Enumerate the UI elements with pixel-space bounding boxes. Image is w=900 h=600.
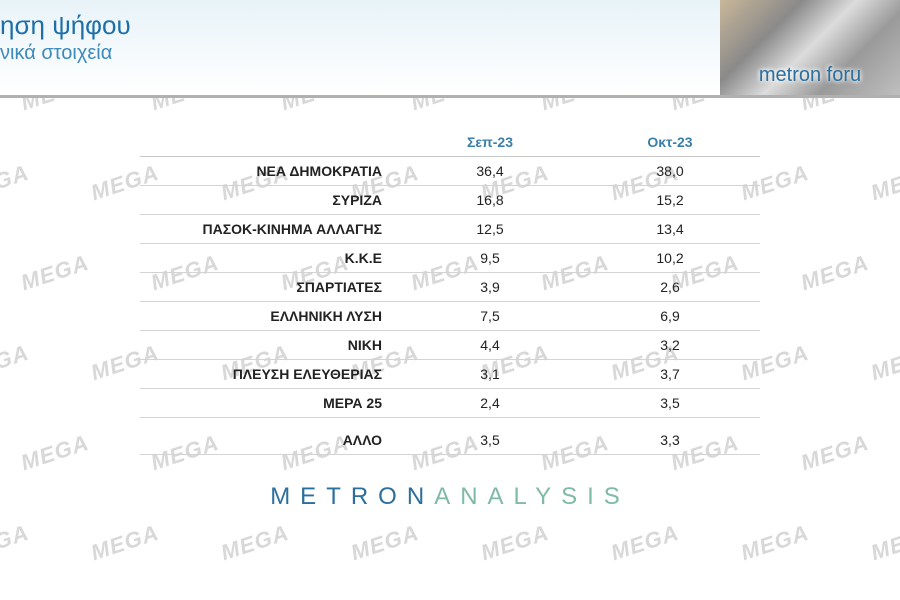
watermark-text: MEGA — [798, 250, 873, 296]
value-sep23: 2,4 — [400, 389, 580, 418]
value-sep23: 3,1 — [400, 360, 580, 389]
value-sep23: 3,5 — [400, 426, 580, 455]
table-row: ΕΛΛΗΝΙΚΗ ΛΥΣΗ7,56,9 — [140, 302, 760, 331]
table-row: Κ.Κ.Ε9,510,2 — [140, 244, 760, 273]
value-sep23: 3,9 — [400, 273, 580, 302]
value-sep23: 36,4 — [400, 157, 580, 186]
table-row: ΣΠΑΡΤΙΑΤΕΣ3,92,6 — [140, 273, 760, 302]
col-header-party — [140, 128, 400, 157]
value-sep23: 16,8 — [400, 186, 580, 215]
footer-brand: METRONANALYSIS — [0, 483, 900, 511]
table-row: ΠΛΕΥΣΗ ΕΛΕΥΘΕΡΙΑΣ3,13,7 — [140, 360, 760, 389]
watermark-text: MEGA — [738, 520, 813, 566]
party-label: ΝΕΑ ΔΗΜΟΚΡΑΤΙΑ — [140, 157, 400, 186]
watermark-text: MEGA — [798, 430, 873, 476]
value-sep23: 9,5 — [400, 244, 580, 273]
party-label: ΕΛΛΗΝΙΚΗ ΛΥΣΗ — [140, 302, 400, 331]
table-row: ΝΕΑ ΔΗΜΟΚΡΑΤΙΑ36,438,0 — [140, 157, 760, 186]
brand-logo-text: metron foru — [759, 64, 861, 87]
col-header-sep23: Σεπ-23 — [400, 128, 580, 157]
table-row: ΣΥΡΙΖΑ16,815,2 — [140, 186, 760, 215]
value-oct23: 6,9 — [580, 302, 760, 331]
value-oct23: 2,6 — [580, 273, 760, 302]
footer-brand-p2: ANALYSIS — [434, 483, 630, 510]
party-label: ΑΛΛΟ — [140, 426, 400, 455]
value-oct23: 15,2 — [580, 186, 760, 215]
watermark-text: MEGA — [0, 160, 32, 206]
party-label: ΠΑΣΟΚ-ΚΙΝΗΜΑ ΑΛΛΑΓΗΣ — [140, 215, 400, 244]
col-header-oct23: Οκτ-23 — [580, 128, 760, 157]
watermark-text: MEGA — [88, 520, 163, 566]
watermark-text: MEGA — [18, 430, 93, 476]
watermark-text: MEGA — [608, 520, 683, 566]
watermark-text: MEGA — [0, 520, 32, 566]
watermark-text: MEGA — [0, 340, 32, 386]
value-oct23: 3,7 — [580, 360, 760, 389]
table-row: ΝΙΚΗ4,43,2 — [140, 331, 760, 360]
value-sep23: 4,4 — [400, 331, 580, 360]
slide-header: ηση ψήφου νικά στοιχεία metron foru — [0, 0, 900, 98]
value-oct23: 10,2 — [580, 244, 760, 273]
value-oct23: 3,5 — [580, 389, 760, 418]
value-oct23: 3,2 — [580, 331, 760, 360]
watermark-text: MEGA — [868, 340, 900, 386]
party-label: Κ.Κ.Ε — [140, 244, 400, 273]
table-row: ΠΑΣΟΚ-ΚΙΝΗΜΑ ΑΛΛΑΓΗΣ12,513,4 — [140, 215, 760, 244]
watermark-text: MEGA — [868, 520, 900, 566]
value-oct23: 13,4 — [580, 215, 760, 244]
value-oct23: 38,0 — [580, 157, 760, 186]
party-label: ΣΥΡΙΖΑ — [140, 186, 400, 215]
slide-title: ηση ψήφου — [0, 10, 131, 41]
watermark-text: MEGA — [218, 520, 293, 566]
poll-table: Σεπ-23 Οκτ-23 ΝΕΑ ΔΗΜΟΚΡΑΤΙΑ36,438,0ΣΥΡΙ… — [140, 128, 760, 455]
table-row: ΜΕΡΑ 252,43,5 — [140, 389, 760, 418]
table-gap-row — [140, 418, 760, 426]
watermark-text: MEGA — [478, 520, 553, 566]
watermark-text: MEGA — [868, 160, 900, 206]
brand-logo-box: metron foru — [720, 0, 900, 95]
watermark-text: MEGA — [18, 250, 93, 296]
watermark-text: MEGA — [348, 520, 423, 566]
footer-brand-p1: METRON — [270, 483, 434, 510]
party-label: ΣΠΑΡΤΙΑΤΕΣ — [140, 273, 400, 302]
value-oct23: 3,3 — [580, 426, 760, 455]
poll-table-container: Σεπ-23 Οκτ-23 ΝΕΑ ΔΗΜΟΚΡΑΤΙΑ36,438,0ΣΥΡΙ… — [140, 128, 760, 455]
value-sep23: 12,5 — [400, 215, 580, 244]
party-label: ΜΕΡΑ 25 — [140, 389, 400, 418]
value-sep23: 7,5 — [400, 302, 580, 331]
party-label: ΝΙΚΗ — [140, 331, 400, 360]
slide-subtitle: νικά στοιχεία — [0, 42, 112, 65]
table-row: ΑΛΛΟ3,53,3 — [140, 426, 760, 455]
poll-table-body: ΝΕΑ ΔΗΜΟΚΡΑΤΙΑ36,438,0ΣΥΡΙΖΑ16,815,2ΠΑΣΟ… — [140, 157, 760, 455]
party-label: ΠΛΕΥΣΗ ΕΛΕΥΘΕΡΙΑΣ — [140, 360, 400, 389]
